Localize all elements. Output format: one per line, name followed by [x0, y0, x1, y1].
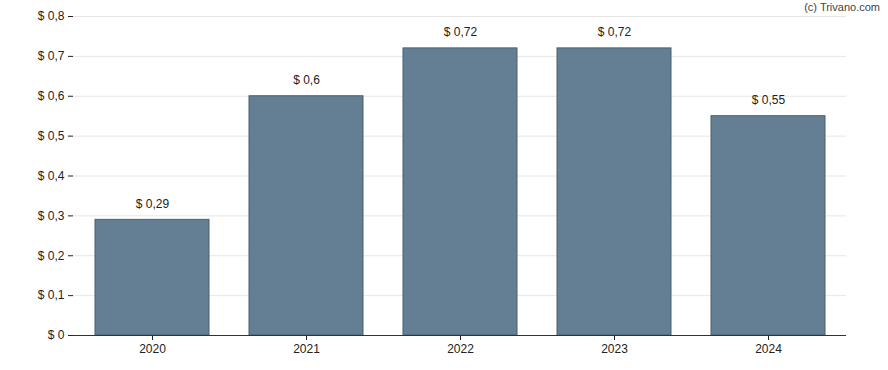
html-text:(c) Trivano.com: (c) Trivano.com — [804, 1, 880, 13]
svg-text:$ 0,72: $ 0,72 — [598, 25, 632, 39]
svg-text:$ 0,6: $ 0,6 — [38, 89, 65, 103]
svg-text:$ 0,5: $ 0,5 — [38, 129, 65, 143]
svg-text:$ 0,2: $ 0,2 — [38, 249, 65, 263]
svg-text:$ 0,7: $ 0,7 — [38, 49, 65, 63]
svg-text:2023: 2023 — [601, 342, 628, 356]
svg-text:$ 0,55: $ 0,55 — [752, 93, 786, 107]
svg-text:2022: 2022 — [447, 342, 474, 356]
svg-text:$ 0,3: $ 0,3 — [38, 209, 65, 223]
svg-text:$ 0,29: $ 0,29 — [136, 197, 170, 211]
svg-text:$ 0,72: $ 0,72 — [444, 25, 478, 39]
svg-text:$ 0,1: $ 0,1 — [38, 288, 65, 302]
svg-text:$ 0,4: $ 0,4 — [38, 169, 65, 183]
svg-text:2020: 2020 — [139, 342, 166, 356]
svg-text:$ 0,8: $ 0,8 — [38, 9, 65, 23]
svg-text:2024: 2024 — [755, 342, 782, 356]
svg-text:2021: 2021 — [293, 342, 320, 356]
svg-text:$ 0: $ 0 — [48, 328, 65, 342]
svg-text:$ 0,6: $ 0,6 — [293, 73, 320, 87]
